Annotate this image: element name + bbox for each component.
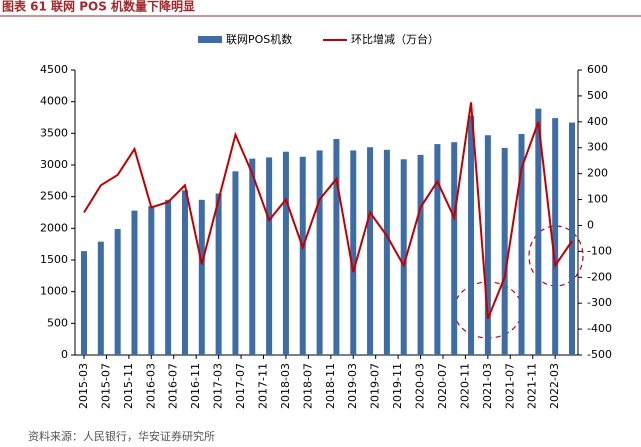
x-tick-label: 2019-07 [369,363,382,409]
y-tick-label: 1500 [40,253,68,266]
bar [131,210,138,355]
bar [400,159,407,355]
bar [97,241,104,355]
x-tick-label: 2015-03 [77,363,90,409]
bar [333,139,340,355]
y2-tick-label: 200 [587,167,608,180]
bar [552,118,559,355]
bar [282,151,289,355]
y-tick-label: 4500 [40,63,68,76]
y2-tick-label: 400 [587,115,608,128]
y2-tick-label: 500 [587,89,608,102]
x-tick-label: 2018-03 [279,363,292,409]
y-tick-label: 3000 [40,158,68,171]
bar [148,206,155,355]
source: 资料来源：人民银行，华安证券研究所 [28,429,215,443]
bar [114,228,121,355]
bar [181,190,188,355]
y2-tick-label: 0 [587,218,594,231]
bar [501,147,508,355]
bar [383,149,390,355]
legend-swatch [198,36,222,43]
y-tick-label: 2500 [40,190,68,203]
x-tick-label: 2020-03 [414,363,427,409]
x-tick-label: 2017-03 [212,363,225,409]
highlight-circle [528,225,584,287]
bar [569,122,575,355]
bar [484,135,491,355]
y2-tick-label: -400 [587,322,612,335]
y-tick-label: 3500 [40,126,68,139]
y2-tick-label: 300 [587,141,608,154]
x-tick-label: 2018-11 [324,363,337,409]
x-tick-label: 2016-03 [144,363,157,409]
bar [535,108,542,355]
bar [468,115,475,355]
bar [299,156,306,355]
bar [249,158,256,355]
bar [266,157,273,355]
chart-title: 图表 61 联网 POS 机数量下降明显 [2,0,195,14]
x-tick-label: 2015-11 [122,363,135,409]
x-tick-label: 2019-11 [391,363,404,409]
x-tick-label: 2020-11 [458,363,471,409]
y-tick-label: 2000 [40,221,68,234]
y2-tick-label: -300 [587,296,612,309]
x-tick-label: 2017-07 [234,363,247,409]
bar [81,251,87,355]
bar [350,150,357,355]
bar [198,199,205,355]
x-tick-label: 2022-03 [548,363,561,409]
y-tick-label: 500 [47,316,68,329]
bar [367,147,374,355]
x-tick-label: 2021-11 [526,363,539,409]
x-tick-label: 2020-07 [436,363,449,409]
x-tick-label: 2021-03 [481,363,494,409]
line [83,102,573,320]
x-tick-label: 2021-07 [503,363,516,409]
legend-label: 联网POS机数 [226,32,292,46]
bar [417,154,424,355]
bar [316,150,323,355]
bar [165,199,172,355]
y2-tick-label: -500 [587,348,612,361]
y-tick-label: 1000 [40,285,68,298]
y-tick-label: 4000 [40,95,68,108]
bar [232,171,239,355]
x-tick-label: 2017-11 [256,363,269,409]
x-tick-label: 2018-07 [301,363,314,409]
bar [451,142,458,355]
x-tick-label: 2015-07 [99,363,112,409]
y2-tick-label: 600 [587,63,608,76]
x-tick-label: 2016-07 [167,363,180,409]
legend-label: 环比增减（万台） [351,32,439,46]
y-tick-label: 0 [61,348,68,361]
bar [215,193,222,355]
bar [518,133,525,355]
y2-tick-label: -100 [587,244,612,257]
y2-tick-label: -200 [587,270,612,283]
x-tick-label: 2019-03 [346,363,359,409]
bar [434,144,441,355]
y2-tick-label: 100 [587,193,608,206]
x-tick-label: 2016-11 [189,363,202,409]
